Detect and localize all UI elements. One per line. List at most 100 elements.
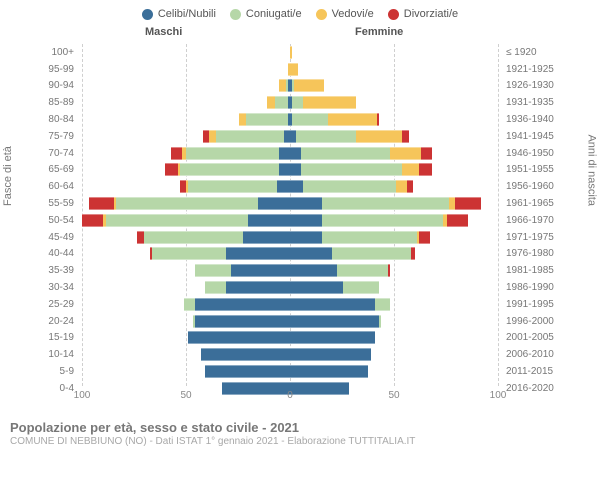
pyramid-row: 70-741946-1950 xyxy=(44,145,556,162)
segment xyxy=(375,298,390,311)
segment xyxy=(258,197,290,210)
birth-year-label: 1996-2000 xyxy=(502,316,556,327)
segment xyxy=(301,147,390,160)
female-bar xyxy=(290,163,502,176)
bar-pair xyxy=(78,63,502,76)
segment xyxy=(290,298,375,311)
age-label: 15-19 xyxy=(44,332,78,343)
footer: Popolazione per età, sesso e stato civil… xyxy=(0,414,600,447)
bar-pair xyxy=(78,281,502,294)
segment xyxy=(290,163,301,176)
age-label: 85-89 xyxy=(44,97,78,108)
segment xyxy=(82,214,103,227)
pyramid-row: 90-941926-1930 xyxy=(44,78,556,95)
legend: Celibi/NubiliConiugati/eVedovi/eDivorzia… xyxy=(0,8,600,20)
segment xyxy=(89,197,114,210)
pyramid-row: 60-641956-1960 xyxy=(44,178,556,195)
birth-year-label: ≤ 1920 xyxy=(502,47,556,58)
segment xyxy=(184,298,195,311)
birth-year-label: 1971-1975 xyxy=(502,232,556,243)
female-bar xyxy=(290,315,502,328)
age-label: 90-94 xyxy=(44,80,78,91)
legend-item: Vedovi/e xyxy=(316,8,374,20)
bar-pair xyxy=(78,180,502,193)
female-bar xyxy=(290,96,502,109)
segment xyxy=(267,96,275,109)
age-label: 100+ xyxy=(44,47,78,58)
pyramid-row: 25-29 1991-1995 xyxy=(44,296,556,313)
segment xyxy=(180,163,280,176)
male-bar xyxy=(78,247,290,260)
segment xyxy=(231,264,290,277)
legend-swatch xyxy=(316,9,327,20)
segment xyxy=(337,264,388,277)
male-bar xyxy=(78,79,290,92)
pyramid-area: 100+≤ 192095-991921-192590-941926-193085… xyxy=(44,44,556,414)
segment xyxy=(279,163,290,176)
y-axis-title-left: Fasce di età xyxy=(2,146,14,206)
segment xyxy=(106,214,248,227)
male-bar xyxy=(78,214,290,227)
female-bar xyxy=(290,231,502,244)
pyramid-chart: Celibi/NubiliConiugati/eVedovi/eDivorzia… xyxy=(0,0,600,500)
age-label: 25-29 xyxy=(44,299,78,310)
segment xyxy=(402,130,408,143)
segment xyxy=(144,231,244,244)
female-bar xyxy=(290,63,502,76)
female-bar xyxy=(290,46,502,59)
male-bar xyxy=(78,264,290,277)
pyramid-row: 30-341986-1990 xyxy=(44,279,556,296)
bar-pair xyxy=(78,298,502,311)
male-bar xyxy=(78,130,290,143)
segment xyxy=(165,163,178,176)
male-bar xyxy=(78,315,290,328)
birth-year-label: 1966-1970 xyxy=(502,215,556,226)
birth-year-label: 1951-1955 xyxy=(502,164,556,175)
pyramid-row: 35-391981-1985 xyxy=(44,262,556,279)
footer-subtitle: COMUNE DI NEBBIUNO (NO) - Dati ISTAT 1° … xyxy=(10,436,590,447)
x-tick: 100 xyxy=(74,390,91,401)
male-bar xyxy=(78,331,290,344)
legend-label: Coniugati/e xyxy=(246,8,302,20)
segment xyxy=(290,63,298,76)
male-bar xyxy=(78,163,290,176)
segment xyxy=(322,231,417,244)
bar-pair xyxy=(78,231,502,244)
bar-pair xyxy=(78,79,502,92)
segment xyxy=(419,231,430,244)
bar-pair xyxy=(78,315,502,328)
segment xyxy=(343,281,379,294)
segment xyxy=(290,147,301,160)
female-bar xyxy=(290,180,502,193)
pyramid-row: 40-441976-1980 xyxy=(44,246,556,263)
birth-year-label: 1956-1960 xyxy=(502,181,556,192)
female-bar xyxy=(290,214,502,227)
segment xyxy=(447,214,468,227)
pyramid-row: 20-241996-2000 xyxy=(44,313,556,330)
bar-pair xyxy=(78,197,502,210)
legend-label: Celibi/Nubili xyxy=(158,8,216,20)
pyramid-row: 10-142006-2010 xyxy=(44,346,556,363)
segment xyxy=(290,365,368,378)
pyramid-row: 55-591961-1965 xyxy=(44,195,556,212)
segment xyxy=(290,197,322,210)
birth-year-label: 1931-1935 xyxy=(502,97,556,108)
segment xyxy=(188,331,290,344)
segment xyxy=(290,348,371,361)
x-tick: 50 xyxy=(388,390,399,401)
birth-year-label: 1991-1995 xyxy=(502,299,556,310)
pyramid-row: 15-192001-2005 xyxy=(44,330,556,347)
female-bar xyxy=(290,298,502,311)
bar-pair xyxy=(78,247,502,260)
legend-swatch xyxy=(142,9,153,20)
female-bar xyxy=(290,365,502,378)
age-label: 95-99 xyxy=(44,64,78,75)
segment xyxy=(455,197,480,210)
birth-year-label: 1946-1950 xyxy=(502,148,556,159)
segment xyxy=(322,214,443,227)
female-bar xyxy=(290,113,502,126)
male-bar xyxy=(78,113,290,126)
bar-pair xyxy=(78,96,502,109)
footer-title: Popolazione per età, sesso e stato civil… xyxy=(10,420,590,435)
age-label: 5-9 xyxy=(44,366,78,377)
